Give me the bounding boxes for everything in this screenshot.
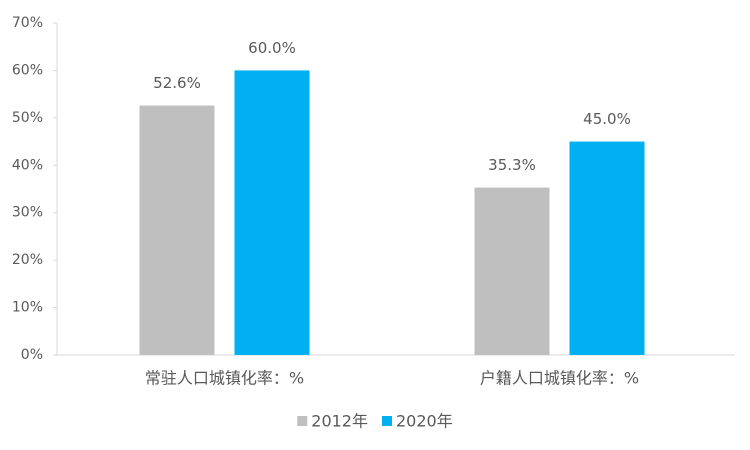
legend-swatch [297, 416, 308, 426]
x-tick-label: 户籍人口城镇化率：% [480, 369, 639, 388]
bar [474, 187, 550, 355]
y-tick-label: 10% [12, 300, 43, 316]
value-label: 35.3% [488, 156, 536, 174]
y-tick-label: 70% [12, 15, 43, 31]
x-tick-label: 常驻人口城镇化率：% [145, 369, 304, 388]
bar [234, 70, 310, 355]
y-tick-label: 0% [21, 347, 43, 363]
y-tick-label: 20% [12, 252, 43, 268]
value-label: 45.0% [583, 110, 631, 128]
value-label: 52.6% [153, 74, 201, 92]
y-tick-label: 40% [12, 157, 43, 173]
y-tick-label: 30% [12, 205, 43, 221]
bar [569, 141, 645, 355]
legend-swatch [382, 416, 392, 426]
legend-label: 2020年 [396, 412, 453, 431]
y-tick-label: 50% [12, 110, 43, 126]
value-label: 60.0% [248, 39, 296, 57]
y-tick-label: 60% [12, 62, 43, 78]
bar [139, 105, 215, 355]
legend-label: 2012年 [311, 412, 368, 431]
